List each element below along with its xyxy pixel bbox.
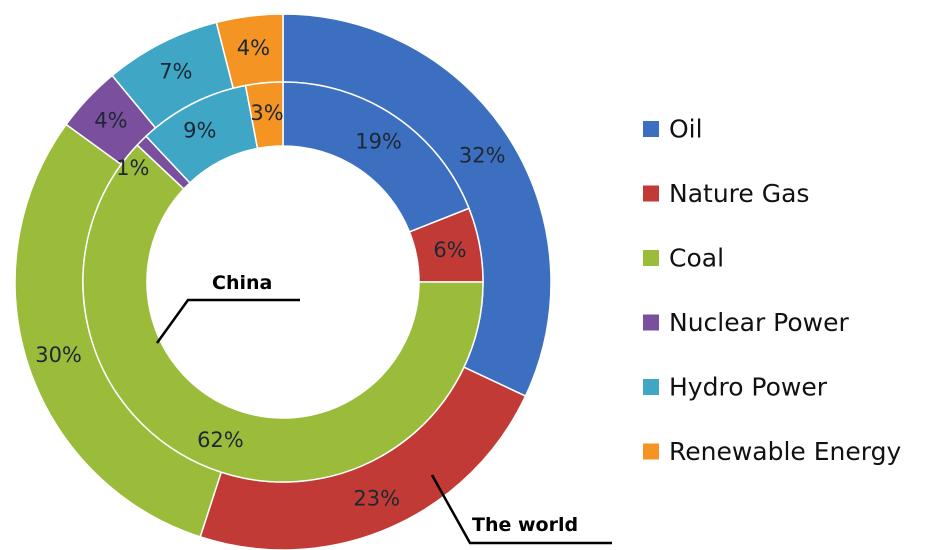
outer-label-hydro-power: 7%: [159, 60, 192, 84]
inner-label-renewable-energy: 3%: [250, 101, 283, 125]
inner-label-coal: 62%: [197, 428, 244, 452]
inner-slice-coal: [82, 144, 484, 483]
legend: Oil Nature Gas Coal Nuclear Power Hydro Powe…: [643, 115, 901, 466]
legend-label-renewable-energy: Renewable Energy: [669, 437, 901, 466]
outer-label-renewable-energy: 4%: [237, 36, 270, 60]
china-ring-label: China: [212, 272, 272, 294]
slice-labels: 19% 6% 62% 1% 9% 3% 32% 23% 30% 4% 7% 4%: [35, 36, 505, 511]
inner-label-hydro-power: 9%: [183, 119, 216, 143]
outer-label-nature-gas: 23%: [353, 487, 400, 511]
legend-label-oil: Oil: [669, 115, 703, 144]
legend-swatch-oil: [643, 121, 659, 137]
inner-label-nuclear-power: 1%: [116, 156, 149, 180]
outer-label-oil: 32%: [459, 144, 506, 168]
legend-swatch-coal: [643, 250, 659, 266]
world-leader-line: [430, 474, 612, 545]
inner-ring-china: [82, 81, 484, 483]
outer-ring-the-world: [14, 13, 552, 550]
legend-label-nature-gas: Nature Gas: [669, 179, 809, 208]
china-ring-callout: China: [155, 272, 300, 344]
outer-label-coal: 30%: [35, 343, 82, 367]
legend-swatch-renewable-energy: [643, 443, 659, 460]
legend-label-nuclear-power: Nuclear Power: [669, 308, 849, 337]
inner-slice-renewable-energy: [244, 81, 284, 150]
legend-label-coal: Coal: [669, 244, 724, 273]
world-ring-label: The world: [472, 514, 578, 536]
inner-label-oil: 19%: [355, 129, 402, 153]
outer-label-nuclear-power: 4%: [94, 108, 127, 132]
legend-label-hydro-power: Hydro Power: [669, 373, 828, 402]
legend-swatch-hydro-power: [643, 379, 659, 395]
china-leader-line: [155, 298, 300, 344]
inner-label-nature-gas: 6%: [433, 238, 466, 262]
world-ring-callout: The world: [430, 474, 612, 545]
legend-swatch-nature-gas: [643, 185, 659, 202]
legend-swatch-nuclear-power: [643, 314, 659, 331]
